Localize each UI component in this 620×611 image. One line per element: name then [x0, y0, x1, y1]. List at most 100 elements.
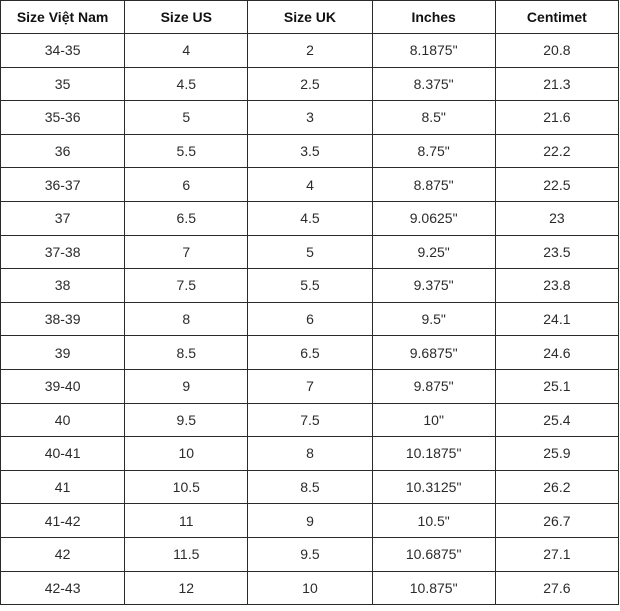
header-size-vietnam: Size Việt Nam: [0, 0, 126, 34]
cell-size-us: 6: [124, 167, 249, 202]
cell-size-uk: 8: [247, 436, 373, 471]
cell-size-uk: 3: [247, 100, 373, 135]
cell-size-uk: 2: [247, 33, 373, 68]
cell-size-uk: 7: [247, 368, 373, 404]
cell-centimet: 25.4: [494, 402, 620, 438]
cell-centimet: 21.3: [494, 66, 620, 102]
table-row: 38 7.5 5.5 9.375" 23.8: [0, 268, 620, 303]
cell-inches: 8.75": [371, 133, 496, 169]
cell-size-us: 8: [124, 301, 249, 337]
header-inches: Inches: [371, 0, 496, 34]
table-row: 39-40 9 7 9.875" 25.1: [0, 368, 620, 404]
cell-inches: 10.875": [371, 570, 496, 606]
table-row: 36-37 6 4 8.875" 22.5: [0, 167, 620, 202]
cell-inches: 8.1875": [371, 33, 496, 68]
cell-centimet: 23: [494, 200, 620, 236]
table-row: 35 4.5 2.5 8.375" 21.3: [0, 66, 620, 102]
cell-size-us: 12: [124, 570, 249, 606]
cell-size-us: 6.5: [124, 200, 249, 236]
cell-centimet: 27.1: [494, 536, 620, 572]
table-row: 37 6.5 4.5 9.0625" 23: [0, 200, 620, 236]
cell-size-us: 5: [124, 100, 249, 135]
cell-size-uk: 5: [247, 234, 373, 270]
table-row: 34-35 4 2 8.1875" 20.8: [0, 33, 620, 68]
cell-inches: 10.3125": [371, 469, 496, 505]
cell-size-vietnam: 36: [0, 133, 126, 169]
cell-inches: 9.25": [371, 234, 496, 270]
cell-size-uk: 2.5: [247, 66, 373, 102]
cell-inches: 8.875": [371, 167, 496, 202]
cell-size-vietnam: 37-38: [0, 234, 126, 270]
cell-centimet: 21.6: [494, 100, 620, 135]
cell-inches: 9.875": [371, 368, 496, 404]
cell-size-us: 10.5: [124, 469, 249, 505]
cell-size-us: 11.5: [124, 536, 249, 572]
cell-inches: 8.375": [371, 66, 496, 102]
cell-size-vietnam: 38: [0, 268, 126, 303]
table-row: 39 8.5 6.5 9.6875" 24.6: [0, 335, 620, 370]
cell-size-vietnam: 35-36: [0, 100, 126, 135]
cell-size-vietnam: 41: [0, 469, 126, 505]
table-row: 42-43 12 10 10.875" 27.6: [0, 570, 620, 606]
cell-size-us: 7.5: [124, 268, 249, 303]
cell-centimet: 25.1: [494, 368, 620, 404]
table-row: 41-42 11 9 10.5" 26.7: [0, 503, 620, 538]
cell-size-vietnam: 34-35: [0, 33, 126, 68]
cell-size-uk: 6: [247, 301, 373, 337]
cell-inches: 8.5": [371, 100, 496, 135]
cell-size-vietnam: 37: [0, 200, 126, 236]
cell-size-uk: 5.5: [247, 268, 373, 303]
header-size-uk: Size UK: [247, 0, 373, 34]
table-row: 38-39 8 6 9.5" 24.1: [0, 301, 620, 337]
cell-size-uk: 3.5: [247, 133, 373, 169]
cell-centimet: 24.1: [494, 301, 620, 337]
cell-size-us: 7: [124, 234, 249, 270]
cell-centimet: 27.6: [494, 570, 620, 606]
cell-centimet: 22.2: [494, 133, 620, 169]
cell-inches: 10.5": [371, 503, 496, 538]
cell-size-vietnam: 39-40: [0, 368, 126, 404]
cell-size-vietnam: 40: [0, 402, 126, 438]
table-row: 42 11.5 9.5 10.6875" 27.1: [0, 536, 620, 572]
header-size-us: Size US: [124, 0, 249, 34]
cell-size-uk: 9: [247, 503, 373, 538]
cell-size-us: 4.5: [124, 66, 249, 102]
table-row: 36 5.5 3.5 8.75" 22.2: [0, 133, 620, 169]
table-row: 41 10.5 8.5 10.3125" 26.2: [0, 469, 620, 505]
cell-size-us: 11: [124, 503, 249, 538]
cell-inches: 10.1875": [371, 436, 496, 471]
cell-centimet: 23.8: [494, 268, 620, 303]
cell-size-vietnam: 35: [0, 66, 126, 102]
cell-size-vietnam: 40-41: [0, 436, 126, 471]
cell-size-vietnam: 41-42: [0, 503, 126, 538]
cell-size-us: 9.5: [124, 402, 249, 438]
header-centimet: Centimet: [494, 0, 620, 34]
cell-size-vietnam: 39: [0, 335, 126, 370]
cell-inches: 9.0625": [371, 200, 496, 236]
cell-inches: 9.375": [371, 268, 496, 303]
cell-size-vietnam: 38-39: [0, 301, 126, 337]
table-row: 35-36 5 3 8.5" 21.6: [0, 100, 620, 135]
cell-size-us: 4: [124, 33, 249, 68]
header-row: Size Việt Nam Size US Size UK Inches Cen…: [0, 0, 620, 34]
cell-size-uk: 4.5: [247, 200, 373, 236]
cell-size-us: 5.5: [124, 133, 249, 169]
cell-size-uk: 9.5: [247, 536, 373, 572]
cell-size-vietnam: 36-37: [0, 167, 126, 202]
cell-centimet: 22.5: [494, 167, 620, 202]
cell-size-uk: 4: [247, 167, 373, 202]
cell-inches: 9.5": [371, 301, 496, 337]
cell-size-vietnam: 42-43: [0, 570, 126, 606]
cell-size-us: 9: [124, 368, 249, 404]
table-row: 40 9.5 7.5 10" 25.4: [0, 402, 620, 438]
table-body: 34-35 4 2 8.1875" 20.8 35 4.5 2.5 8.375" 21.3 35-3…: [0, 33, 620, 606]
cell-size-uk: 8.5: [247, 469, 373, 505]
cell-centimet: 20.8: [494, 33, 620, 68]
cell-centimet: 26.7: [494, 503, 620, 538]
cell-inches: 10": [371, 402, 496, 438]
cell-size-us: 10: [124, 436, 249, 471]
cell-size-uk: 7.5: [247, 402, 373, 438]
cell-centimet: 24.6: [494, 335, 620, 370]
cell-size-uk: 10: [247, 570, 373, 606]
